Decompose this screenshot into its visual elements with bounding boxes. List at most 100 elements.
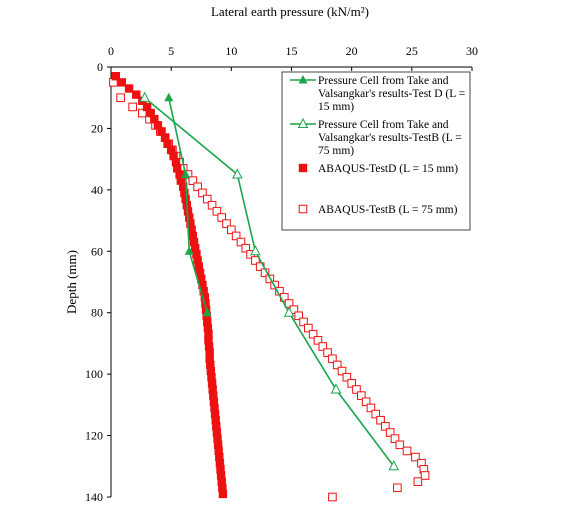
data-point	[153, 121, 163, 130]
data-point	[371, 409, 381, 419]
data-point	[236, 237, 246, 247]
data-point	[181, 194, 190, 204]
data-point	[111, 72, 121, 81]
data-point	[203, 317, 212, 327]
data-point	[215, 459, 225, 468]
data-point	[294, 311, 304, 321]
data-point	[166, 145, 176, 155]
x-tick-label: 20	[346, 44, 358, 58]
data-point	[232, 168, 243, 179]
series-line	[167, 97, 209, 313]
legend-symbol	[290, 117, 316, 128]
data-point	[185, 213, 194, 222]
legend-symbol	[298, 204, 308, 214]
y-axis-title: Depth (mm)	[64, 250, 79, 314]
x-axis-title: Lateral earth pressure (kN/m²)	[211, 4, 369, 19]
data-point	[197, 274, 206, 284]
data-point	[137, 108, 147, 118]
data-point	[160, 133, 170, 142]
data-point	[402, 446, 412, 456]
data-point	[180, 188, 189, 198]
data-point	[420, 471, 430, 480]
data-point	[204, 342, 214, 351]
data-point	[150, 115, 159, 124]
data-point	[413, 477, 423, 486]
data-point	[206, 366, 216, 376]
data-point	[218, 483, 227, 492]
data-point	[218, 489, 228, 499]
data-point	[202, 307, 212, 317]
data-point	[323, 348, 332, 357]
data-point	[376, 415, 385, 425]
data-point	[304, 323, 313, 333]
legend-item-1: Pressure Cell from Take andValsangkar's …	[290, 75, 465, 113]
data-point	[199, 287, 208, 296]
series-2	[139, 91, 400, 471]
data-point	[215, 452, 224, 462]
data-point	[207, 200, 217, 210]
x-tick-label: 30	[466, 44, 478, 58]
data-point	[179, 182, 188, 191]
x-tick-labels: 0 5 10 15 20 25 30	[108, 44, 478, 58]
legend-item-2: Pressure Cell from Take andValsangkar's …	[290, 117, 462, 157]
data-point	[163, 139, 172, 148]
data-point	[352, 385, 361, 394]
data-point	[250, 245, 261, 256]
data-point	[198, 188, 207, 198]
legend-item-4: ABAQUS-TestB (L = 75 mm)	[298, 204, 458, 216]
legend-symbol	[298, 163, 308, 173]
legend-symbol	[290, 75, 316, 84]
data-point	[188, 231, 198, 241]
x-tick-label: 5	[168, 44, 174, 58]
data-point	[192, 250, 201, 259]
y-tick-label: 40	[91, 183, 103, 197]
series-3	[111, 72, 228, 499]
data-point	[209, 391, 218, 400]
legend-box	[281, 71, 471, 231]
series-1	[164, 92, 212, 317]
data-point	[191, 244, 200, 253]
y-tick-label: 100	[85, 367, 103, 381]
data-point	[187, 225, 196, 234]
data-point	[211, 416, 220, 425]
data-point	[171, 158, 181, 167]
data-point	[210, 403, 219, 413]
x-tick-label: 0	[108, 44, 114, 58]
data-point	[390, 434, 400, 443]
data-point	[116, 93, 125, 103]
data-point	[330, 383, 342, 394]
data-point	[299, 317, 308, 327]
data-point	[216, 471, 226, 480]
data-point	[381, 422, 390, 431]
data-point	[393, 483, 402, 493]
data-point	[207, 373, 216, 382]
data-point	[210, 409, 220, 419]
data-point	[217, 477, 226, 486]
data-point	[203, 323, 213, 333]
data-point	[164, 92, 174, 102]
data-point	[124, 84, 134, 93]
data-point	[202, 194, 212, 204]
data-point	[328, 492, 337, 502]
data-point	[212, 422, 221, 431]
legend: Pressure Cell from Take andValsangkar's …	[281, 71, 471, 231]
data-point	[361, 397, 371, 407]
data-point	[128, 102, 137, 112]
data-point	[169, 151, 178, 161]
data-point	[251, 256, 260, 265]
plot-series	[109, 72, 430, 502]
data-point	[139, 91, 151, 102]
data-point	[356, 391, 366, 400]
data-point	[206, 360, 215, 370]
y-tick-label: 140	[85, 490, 103, 504]
y-tick-label: 60	[91, 244, 103, 258]
legend-label: Valsangkar's results-TestB (L =	[318, 132, 462, 144]
legend-marker	[298, 204, 308, 214]
data-point	[217, 213, 227, 222]
data-point	[205, 348, 214, 357]
data-point	[227, 225, 236, 235]
data-point	[195, 268, 205, 277]
data-point	[212, 428, 222, 437]
data-point	[181, 169, 191, 178]
data-point	[142, 102, 152, 112]
